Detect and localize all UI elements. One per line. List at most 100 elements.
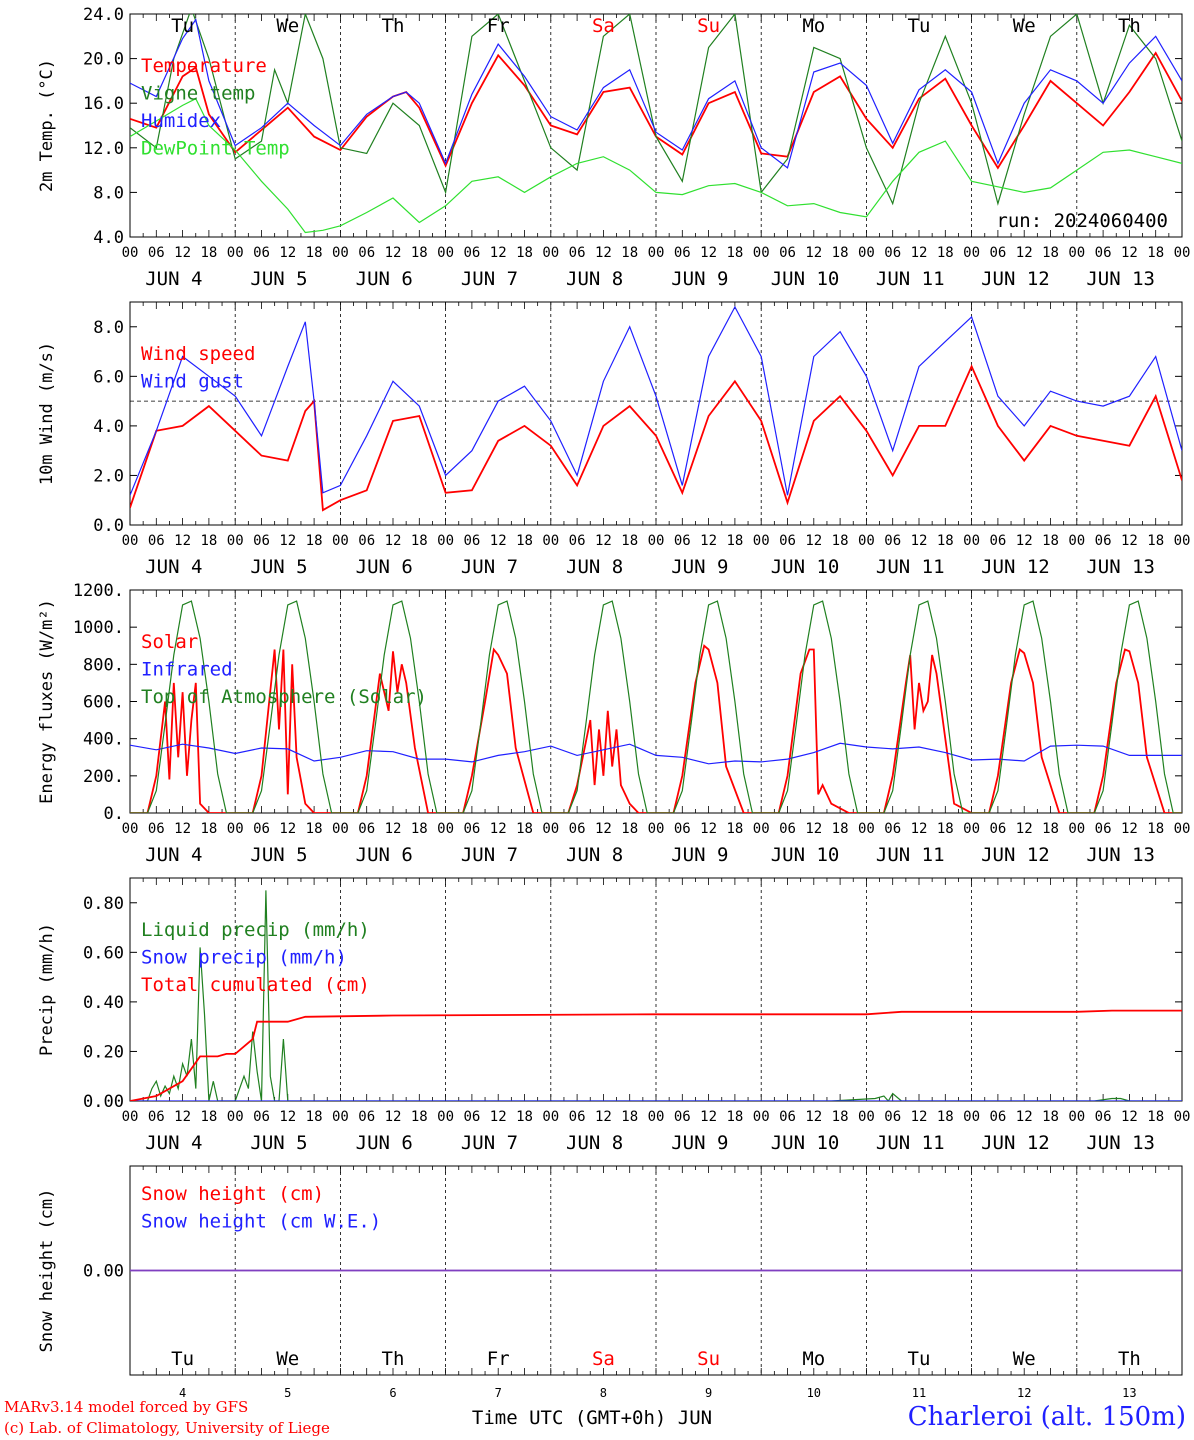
- day-number: 4: [179, 1386, 186, 1400]
- hour-label: 06: [1095, 1109, 1112, 1125]
- legend-entry: Snow height (cm W.E.): [141, 1211, 381, 1233]
- legend-entry: Snow precip (mm/h): [141, 947, 347, 969]
- date-label: JUN 7: [461, 268, 518, 290]
- hour-label: 12: [279, 821, 296, 837]
- legend-entry: DewPoint Temp: [141, 138, 290, 160]
- hour-label: 00: [648, 533, 665, 549]
- y-axis-title: Precip (mm/h): [37, 923, 57, 1056]
- legend-entry: Solar: [141, 631, 198, 653]
- hour-label: 12: [490, 1109, 507, 1125]
- weekday-label: We: [1013, 15, 1036, 37]
- y-tick-label: 0.60: [83, 943, 124, 963]
- date-label: JUN 4: [145, 1132, 202, 1154]
- legend-entry: Total cumulated (cm): [141, 974, 370, 996]
- hour-label: 12: [1016, 1109, 1033, 1125]
- hour-label: 06: [463, 1109, 480, 1125]
- y-tick-label: 12.0: [83, 139, 124, 159]
- hour-label: 12: [1121, 533, 1138, 549]
- y-axis-title: Energy fluxes (W/m²): [37, 599, 57, 804]
- hour-label: 06: [253, 1109, 270, 1125]
- hour-label: 06: [569, 1109, 586, 1125]
- date-label: JUN 5: [250, 268, 307, 290]
- weekday-label: Tu: [908, 15, 931, 37]
- hour-label: 18: [411, 821, 428, 837]
- date-label: JUN 13: [1086, 1132, 1155, 1154]
- y-tick-label: 0.00: [83, 1092, 124, 1112]
- hour-label: 00: [753, 533, 770, 549]
- date-label: JUN 8: [566, 1132, 623, 1154]
- y-tick-label: 600.: [83, 693, 124, 713]
- date-label: JUN 13: [1086, 556, 1155, 578]
- date-label: JUN 6: [356, 556, 413, 578]
- hour-label: 18: [1042, 821, 1059, 837]
- hour-label: 12: [805, 1109, 822, 1125]
- hour-label: 06: [884, 245, 901, 261]
- hour-label: 12: [595, 1109, 612, 1125]
- hour-label: 12: [279, 1109, 296, 1125]
- weekday-label: Tu: [171, 15, 194, 37]
- date-label: JUN 10: [771, 1132, 840, 1154]
- date-label: JUN 12: [981, 844, 1050, 866]
- hour-label: 12: [490, 821, 507, 837]
- hour-label: 18: [411, 533, 428, 549]
- hour-label: 00: [1174, 821, 1191, 837]
- hour-label: 00: [753, 245, 770, 261]
- hour-label: 06: [569, 245, 586, 261]
- copyright-credit: (c) Lab. of Climatology, University of L…: [4, 1419, 330, 1437]
- hour-label: 12: [911, 1109, 928, 1125]
- hour-label: 18: [1147, 245, 1164, 261]
- y-axis-title: Snow height (cm): [37, 1189, 57, 1353]
- weekday-label: Th: [1118, 1348, 1141, 1370]
- hour-label: 00: [963, 533, 980, 549]
- hour-label: 18: [937, 245, 954, 261]
- legend-entry: Snow height (cm): [141, 1183, 324, 1205]
- day-number: 12: [1017, 1386, 1031, 1400]
- hour-label: 12: [805, 245, 822, 261]
- weekday-label: Tu: [908, 1348, 931, 1370]
- y-tick-label: 0.00: [83, 1262, 124, 1282]
- date-label: JUN 7: [461, 844, 518, 866]
- hour-label: 00: [1068, 245, 1085, 261]
- legend-entry: Vigne temp: [141, 83, 255, 105]
- hour-label: 12: [911, 245, 928, 261]
- series-line: [130, 742, 1182, 765]
- weekday-label: Su: [697, 15, 720, 37]
- date-label: JUN 8: [566, 844, 623, 866]
- hour-label: 00: [1068, 821, 1085, 837]
- y-tick-label: 6.0: [93, 367, 124, 387]
- hour-label: 00: [542, 533, 559, 549]
- date-label: JUN 10: [771, 844, 840, 866]
- panel-3: 0. 200. 400. 600. 800. 1000. 1200. Energy fluxe…: [37, 581, 1190, 866]
- hour-label: 00: [122, 245, 139, 261]
- hour-label: 00: [1068, 533, 1085, 549]
- date-label: JUN 9: [671, 268, 728, 290]
- hour-label: 00: [227, 1109, 244, 1125]
- hour-label: 06: [674, 821, 691, 837]
- hour-label: 06: [989, 245, 1006, 261]
- hour-label: 12: [1121, 821, 1138, 837]
- weekday-label: We: [1013, 1348, 1036, 1370]
- date-label: JUN 4: [145, 268, 202, 290]
- hour-label: 00: [227, 245, 244, 261]
- hour-label: 00: [332, 821, 349, 837]
- hour-label: 06: [989, 821, 1006, 837]
- series-line: [130, 305, 1182, 496]
- date-label: JUN 10: [771, 556, 840, 578]
- panel-1: 4.0 8.0 12.0 16.0 20.0 24.0 2m Temp. (°C) Tempe…: [37, 5, 1190, 290]
- hour-label: 18: [200, 245, 217, 261]
- y-tick-label: 0.0: [93, 516, 124, 536]
- hour-label: 18: [306, 245, 323, 261]
- hour-label: 18: [621, 821, 638, 837]
- hour-label: 18: [306, 1109, 323, 1125]
- hour-label: 18: [1042, 1109, 1059, 1125]
- y-tick-label: 0.80: [83, 894, 124, 914]
- y-tick-label: 20.0: [83, 50, 124, 70]
- hour-label: 12: [1016, 245, 1033, 261]
- weekday-label: Sa: [592, 15, 615, 37]
- hour-label: 12: [1121, 245, 1138, 261]
- date-label: JUN 6: [356, 1132, 413, 1154]
- date-label: JUN 12: [981, 1132, 1050, 1154]
- day-number: 5: [284, 1386, 291, 1400]
- hour-label: 18: [726, 1109, 743, 1125]
